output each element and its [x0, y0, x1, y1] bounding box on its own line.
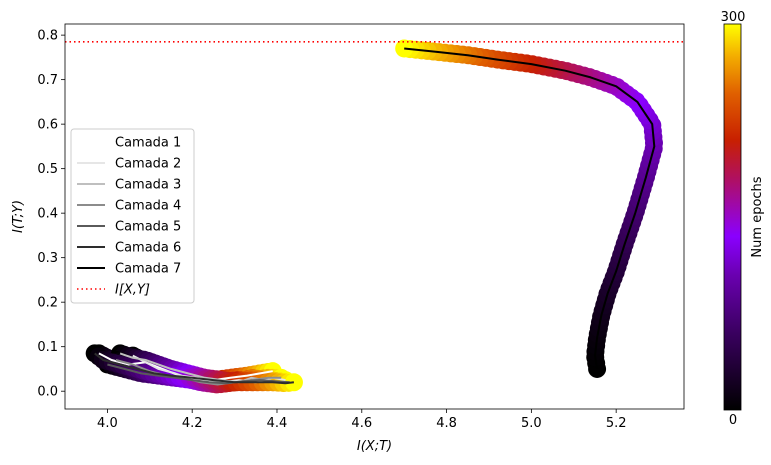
y-tick-label: 0.6 — [37, 118, 58, 133]
colorbar-max-label: 300 — [721, 10, 746, 25]
epoch-marker — [284, 373, 303, 392]
legend-label: Camada 3 — [115, 178, 181, 193]
y-tick-label: 0.4 — [37, 207, 58, 222]
y-tick-label: 0.1 — [37, 340, 58, 355]
series-line — [119, 352, 278, 384]
colorbar: 300 0 Num epochs — [721, 10, 765, 428]
legend: Camada 1 Camada 2 Camada 3 Camada 4 Camada 5… — [70, 128, 195, 304]
y-tick-label: 0.7 — [37, 73, 58, 88]
colorbar-gradient — [723, 23, 742, 411]
legend-label: I[X,Y] — [115, 283, 150, 298]
colorbar-title: Num epochs — [750, 176, 765, 257]
y-tick-label: 0.2 — [37, 296, 58, 311]
legend-label: Camada 6 — [115, 241, 181, 256]
epoch-marker — [395, 39, 414, 58]
x-tick-label: 4.8 — [436, 416, 457, 431]
y-tick-label: 0.0 — [37, 385, 58, 400]
legend-label: Camada 7 — [115, 262, 181, 277]
y-tick-label: 0.5 — [37, 162, 58, 177]
axes-frame — [64, 23, 685, 410]
x-tick-label: 4.4 — [267, 416, 288, 431]
plot-area — [65, 39, 684, 394]
legend-box — [70, 128, 195, 304]
x-tick-label: 4.2 — [182, 416, 203, 431]
x-tick-label: 4.6 — [351, 416, 372, 431]
series-line — [94, 352, 295, 385]
series-line — [107, 363, 290, 385]
x-axis-label: I(X;T) — [357, 439, 392, 454]
colorbar-min-label: 0 — [729, 413, 737, 428]
x-tick-label: 5.0 — [521, 416, 542, 431]
legend-label: Camada 1 — [115, 136, 181, 151]
y-tick-label: 0.3 — [37, 251, 58, 266]
axes: 4.0 4.2 4.4 4.6 4.8 5.0 5.2 0.0 0.1 0.2 0.3 0.4 0.5 0… — [11, 23, 685, 454]
legend-label: Camada 5 — [115, 220, 181, 235]
legend-label: Camada 2 — [115, 157, 181, 172]
x-tick-label: 4.0 — [97, 416, 118, 431]
legend-label: Camada 4 — [115, 199, 181, 214]
y-axis-label: I(T;Y) — [11, 200, 26, 233]
y-tick-label: 0.8 — [37, 29, 58, 44]
x-tick-label: 5.2 — [606, 416, 627, 431]
series-line — [404, 47, 656, 370]
